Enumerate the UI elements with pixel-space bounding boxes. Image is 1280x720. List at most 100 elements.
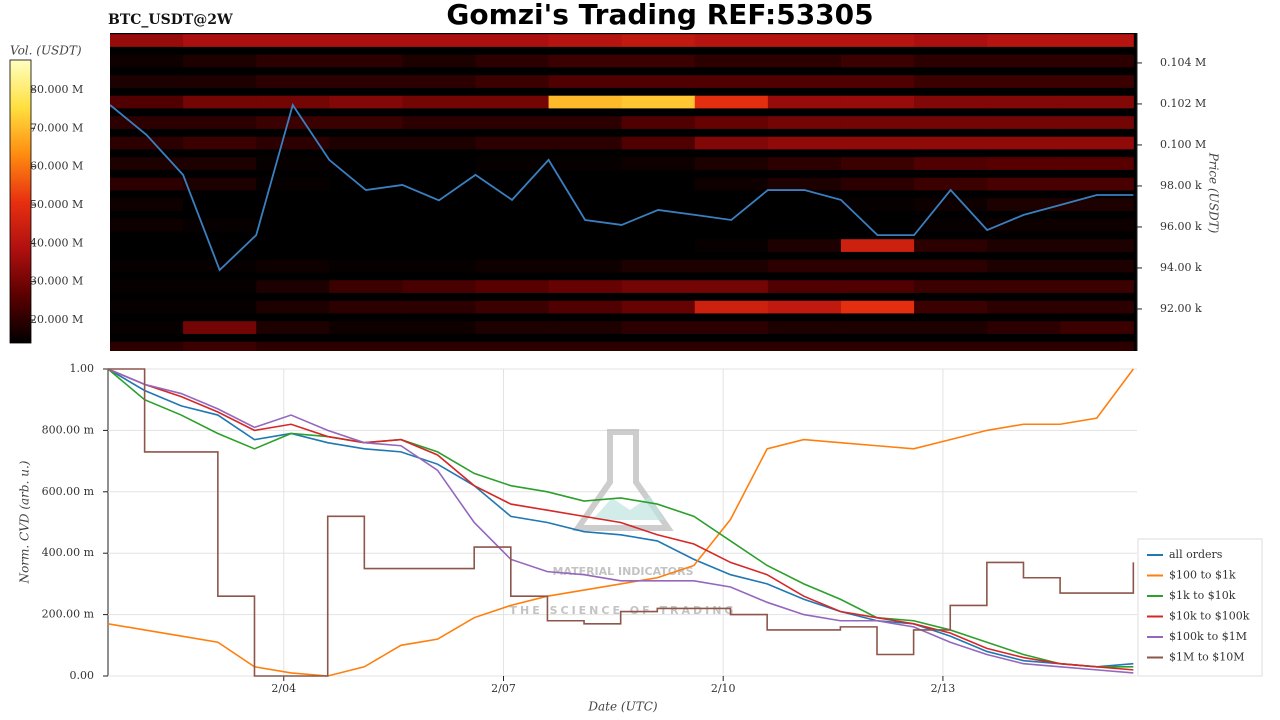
heatmap-cell <box>987 198 1061 211</box>
heatmap-cell <box>256 259 330 273</box>
legend-label: $100k to $1M <box>1169 630 1247 643</box>
heatmap-cell <box>621 177 696 191</box>
heatmap-cell <box>548 259 623 273</box>
heatmap-cell <box>548 54 623 68</box>
heatmap-cell <box>621 239 696 252</box>
heatmap-cell <box>914 259 988 273</box>
legend-label: $10k to $100k <box>1169 610 1250 623</box>
heatmap-cell <box>329 300 403 314</box>
heatmap-cell <box>987 116 1061 129</box>
x-tick-label: 2/07 <box>491 682 516 695</box>
heatmap-cell <box>110 95 184 109</box>
heatmap-cell <box>402 75 476 88</box>
heatmap-cell <box>767 95 842 109</box>
heatmap-cell <box>1060 95 1134 109</box>
heatmap-cell <box>183 95 257 109</box>
heatmap-cell <box>329 218 403 232</box>
x-tick-label: 2/04 <box>271 682 296 695</box>
heatmap-cell <box>767 218 842 232</box>
heatmap-cell <box>475 321 550 334</box>
heatmap-cell <box>402 177 476 191</box>
y-tick-label: 0.100 M <box>1160 138 1206 151</box>
heatmap-cell <box>183 75 257 88</box>
heatmap-cell <box>329 157 403 170</box>
heatmap-cell <box>475 259 550 273</box>
colorbar-tick-label: 40.000 M <box>30 236 83 249</box>
legend-label: $1k to $10k <box>1169 589 1236 602</box>
heatmap-cell <box>914 280 988 293</box>
heatmap-cell <box>475 177 550 191</box>
heatmap-cell <box>475 157 550 170</box>
heatmap-cell <box>1060 75 1134 88</box>
heatmap-cell <box>256 34 330 47</box>
heatmap-cell <box>329 34 403 47</box>
heatmap-cell <box>621 157 696 170</box>
heatmap-cell <box>402 239 476 252</box>
heatmap-cell <box>110 136 184 150</box>
heatmap-cell <box>1060 116 1134 129</box>
heatmap-cell <box>110 177 184 191</box>
y-tick-label: 0.00 <box>70 669 95 682</box>
y-tick-label: 1.00 <box>70 362 95 375</box>
heatmap-cell <box>987 341 1061 351</box>
y-tick-label: 800.00 m <box>42 423 95 436</box>
heatmap-cell <box>840 136 915 150</box>
heatmap-cell <box>183 321 257 334</box>
heatmap-cell <box>767 259 842 273</box>
heatmap-cell <box>694 280 769 293</box>
heatmap-cell <box>987 75 1061 88</box>
heatmap-cell <box>621 34 696 47</box>
heatmap-cell <box>694 157 769 170</box>
heatmap-cell <box>987 239 1061 252</box>
heatmap-cell <box>694 177 769 191</box>
heatmap-cell <box>256 54 330 68</box>
heatmap-cell <box>402 136 476 150</box>
heatmap-cell <box>914 300 988 314</box>
heatmap-cell <box>694 198 769 211</box>
heatmap-cell <box>110 300 184 314</box>
heatmap-cell <box>256 218 330 232</box>
heatmap-cell <box>767 341 842 351</box>
watermark: MATERIAL INDICATORS THE SCIENCE OF TRADI… <box>510 429 733 617</box>
heatmap-cell <box>987 54 1061 68</box>
heatmap-cell <box>840 239 915 252</box>
heatmap-cell <box>475 341 550 351</box>
heatmap-cell <box>402 95 476 109</box>
colorbar-tick-label: 30.000 M <box>30 275 83 288</box>
heatmap-cell <box>621 218 696 232</box>
heatmap-cell <box>767 321 842 334</box>
heatmap-cell <box>767 34 842 47</box>
y-tick-label: 400.00 m <box>42 546 95 559</box>
heatmap-cell <box>402 259 476 273</box>
heatmap-cell <box>987 136 1061 150</box>
heatmap-cell <box>840 218 915 232</box>
heatmap-cell <box>1060 280 1134 293</box>
series-line <box>107 368 1134 668</box>
heatmap-cell <box>256 116 330 129</box>
heatmap-cell <box>548 198 623 211</box>
heatmap-cell <box>548 321 623 334</box>
heatmap-cell <box>987 157 1061 170</box>
heatmap-cell <box>183 239 257 252</box>
heatmap-cell <box>256 177 330 191</box>
heatmap-cell <box>694 321 769 334</box>
heatmap-cell <box>329 177 403 191</box>
heatmap-cell <box>840 280 915 293</box>
heatmap-cell <box>914 321 988 334</box>
heatmap-cell <box>329 95 403 109</box>
heatmap-cell <box>987 177 1061 191</box>
heatmap-cell <box>475 34 550 47</box>
x-axis-label: Date (UTC) <box>587 700 657 714</box>
heatmap-cell <box>767 136 842 150</box>
legend-label: $1M to $10M <box>1169 651 1245 664</box>
heatmap-cell <box>183 259 257 273</box>
heatmap-cell <box>767 300 842 314</box>
y-tick-label: 94.00 k <box>1160 261 1202 274</box>
heatmap-cell <box>621 300 696 314</box>
heatmap-cell <box>694 218 769 232</box>
heatmap-cell <box>110 321 184 334</box>
heatmap-cell <box>987 321 1061 334</box>
heatmap-cell <box>1060 341 1134 351</box>
colorbar-tick-label: 50.000 M <box>30 198 83 211</box>
heatmap-cell <box>402 116 476 129</box>
